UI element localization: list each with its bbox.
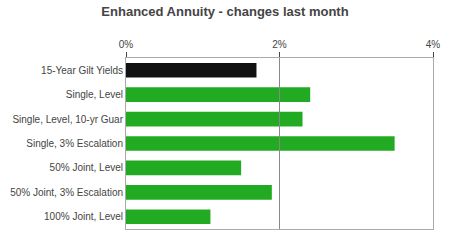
svg-text:50% Joint, 3% Escalation: 50% Joint, 3% Escalation (10, 187, 123, 198)
svg-text:0%: 0% (119, 39, 134, 50)
svg-text:50% Joint, Level: 50% Joint, Level (50, 162, 123, 173)
svg-text:Single, Level, 10-yr Guar: Single, Level, 10-yr Guar (12, 114, 123, 125)
svg-text:Single, Level: Single, Level (66, 89, 123, 100)
svg-text:15-Year Gilt Yields: 15-Year Gilt Yields (41, 65, 123, 76)
svg-text:4%: 4% (426, 39, 441, 50)
svg-text:Single, 3% Escalation: Single, 3% Escalation (26, 138, 123, 149)
svg-text:Enhanced Annuity - changes las: Enhanced Annuity - changes last month (101, 4, 348, 19)
svg-text:100% Joint, Level: 100% Joint, Level (44, 211, 123, 222)
svg-text:2%: 2% (272, 39, 287, 50)
